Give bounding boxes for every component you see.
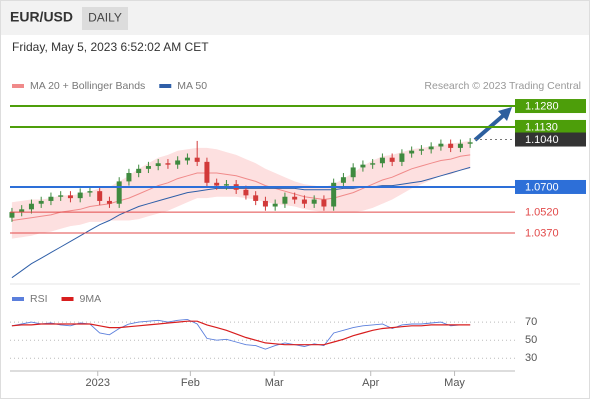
candle-body <box>409 150 415 154</box>
level-label-box <box>515 119 586 134</box>
band-layer <box>11 140 471 239</box>
candle-body <box>58 195 64 197</box>
candle-body <box>340 177 346 183</box>
legend-label: RSI <box>30 293 48 305</box>
x-tick-label: Apr <box>362 377 379 389</box>
x-tick-label: Mar <box>265 377 284 389</box>
candle-body <box>106 200 112 204</box>
candle-body <box>77 192 83 199</box>
timeframe: DAILY <box>88 11 122 25</box>
candle-body <box>87 191 93 193</box>
legend-swatch <box>12 84 24 88</box>
plot-layer <box>9 138 473 279</box>
legend-label: MA 50 <box>177 80 207 92</box>
ma-line <box>11 154 471 221</box>
candle-body <box>223 184 229 186</box>
level-label-box <box>515 132 586 147</box>
symbol: EUR/USD <box>10 9 73 25</box>
candle-body <box>155 163 161 167</box>
candle-body <box>292 196 298 200</box>
candle-body <box>428 146 434 150</box>
candle-body <box>262 200 268 207</box>
candle-body <box>399 153 405 162</box>
y-tick-label: 70 <box>525 316 537 328</box>
candle-body <box>9 212 15 218</box>
date-subtitle: Friday, May 5, 2023 6:52:02 AM CET <box>12 40 209 54</box>
candle-body <box>175 160 181 165</box>
candle-body <box>418 149 424 151</box>
legend-swatch <box>159 84 172 88</box>
candle-body <box>311 199 317 204</box>
candle-body <box>457 143 463 148</box>
level-label: 1.0520 <box>525 207 559 219</box>
bollinger-band <box>11 140 471 239</box>
attribution: Research © 2023 Trading Central <box>424 80 581 92</box>
candle-body <box>194 157 200 162</box>
candle-body <box>184 157 190 161</box>
candle-body <box>243 189 249 196</box>
candle-body <box>448 143 454 148</box>
arrow-head <box>498 107 512 121</box>
x-tick-label: 2023 <box>85 377 109 389</box>
candle-body <box>467 142 473 144</box>
candle-body <box>48 196 54 201</box>
x-tick-label: Feb <box>181 377 200 389</box>
candle-body <box>282 196 288 204</box>
y-tick-label: 30 <box>525 352 537 364</box>
level-label: 1.1280 <box>525 100 559 112</box>
candle-body <box>165 163 171 165</box>
candle-body <box>379 157 385 164</box>
candle-body <box>253 195 259 201</box>
level-label: 1.1040 <box>525 134 559 146</box>
level-label: 1.0700 <box>525 181 559 193</box>
x-tick-label: May <box>444 377 465 389</box>
legend-swatch <box>12 297 24 301</box>
candle-body <box>360 164 366 168</box>
candle-body <box>350 167 356 178</box>
candle-body <box>301 199 307 204</box>
candle-body <box>67 195 73 199</box>
level-label: 1.0370 <box>525 227 559 239</box>
level-label-box <box>515 99 586 114</box>
candle-body <box>321 199 327 207</box>
candle-body <box>438 143 444 147</box>
legend-swatch <box>61 297 74 301</box>
candle-body <box>126 173 132 182</box>
candle-body <box>389 157 395 162</box>
candle-body <box>19 209 25 213</box>
candle-body <box>116 181 122 204</box>
y-tick-label: 50 <box>525 334 537 346</box>
level-label: 1.1130 <box>525 121 558 133</box>
series-line <box>11 320 471 346</box>
candle-body <box>97 191 103 201</box>
candle-body <box>214 182 220 186</box>
candle-body <box>331 182 337 207</box>
legend-label: 9MA <box>80 293 102 305</box>
ma-line <box>11 166 471 279</box>
candle-body <box>28 203 34 210</box>
candle-body <box>136 168 142 174</box>
candle-body <box>272 203 278 207</box>
candle-body <box>38 200 44 204</box>
timeframe-box <box>82 7 128 30</box>
level-label-box <box>515 179 586 194</box>
candle-body <box>370 163 376 165</box>
candle-body <box>204 161 210 183</box>
legend-label: MA 20 + Bollinger Bands <box>30 80 145 92</box>
candle-body <box>145 166 151 169</box>
